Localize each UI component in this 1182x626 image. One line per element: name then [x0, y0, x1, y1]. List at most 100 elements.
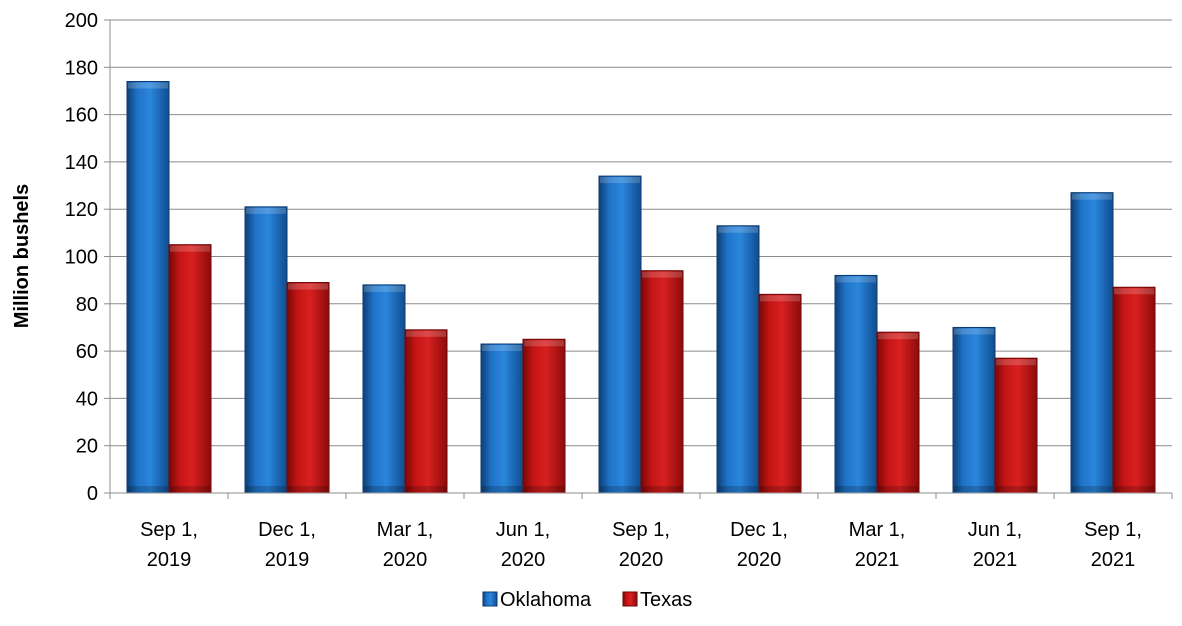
bar-texas — [522, 338, 566, 494]
bar-top-bevel — [128, 82, 168, 89]
bar-bottom-bevel — [1072, 486, 1112, 492]
legend-swatch — [622, 591, 638, 607]
bar — [758, 293, 802, 494]
x-tick-label: 2021 — [855, 549, 900, 571]
y-tick-label: 140 — [65, 152, 98, 174]
bar-oklahoma — [598, 175, 642, 494]
x-tick-label: 2020 — [383, 549, 428, 571]
bar — [126, 80, 170, 494]
bar — [522, 338, 566, 494]
legend-item-texas: Texas — [622, 589, 692, 611]
x-tick-label: 2020 — [737, 549, 782, 571]
bar-oklahoma — [716, 225, 760, 494]
bar-top-bevel — [836, 276, 876, 283]
x-tick-label: Jun 1, — [496, 519, 550, 541]
bar-top-bevel — [364, 285, 404, 292]
bar-bottom-bevel — [996, 486, 1036, 492]
bar — [286, 282, 330, 494]
x-tick-label: Mar 1, — [377, 519, 434, 541]
bar-oklahoma — [480, 343, 524, 494]
y-tick-label: 200 — [65, 10, 98, 32]
y-tick-label: 0 — [87, 483, 98, 505]
bar-bottom-bevel — [642, 486, 682, 492]
x-tick-label: Dec 1, — [258, 519, 316, 541]
y-tick-label: 120 — [65, 199, 98, 221]
bar-bottom-bevel — [128, 486, 168, 492]
y-axis-title: Million bushels — [11, 184, 33, 328]
x-tick-label: 2019 — [147, 549, 192, 571]
legend: Oklahoma Texas — [482, 589, 692, 611]
bar-bottom-bevel — [364, 486, 404, 492]
bar-bottom-bevel — [878, 486, 918, 492]
bar-texas — [876, 331, 920, 494]
y-tick-label: 60 — [76, 341, 98, 363]
bar-bottom-bevel — [524, 486, 564, 492]
bar-top-bevel — [954, 328, 994, 335]
x-tick-label: Dec 1, — [730, 519, 788, 541]
legend-label: Oklahoma — [500, 589, 592, 611]
y-tick-label: 20 — [76, 436, 98, 458]
bar-oklahoma — [362, 284, 406, 494]
bar — [244, 206, 288, 494]
y-tick-label: 160 — [65, 105, 98, 127]
bar-bottom-bevel — [718, 486, 758, 492]
y-tick-label: 180 — [65, 57, 98, 79]
bar-bottom-bevel — [406, 486, 446, 492]
bar-oklahoma — [126, 80, 170, 494]
bar-top-bevel — [246, 207, 286, 214]
bar-bottom-bevel — [246, 486, 286, 492]
bar — [168, 244, 212, 494]
bars — [126, 80, 1156, 494]
bar — [1112, 286, 1156, 494]
bar-top-bevel — [718, 226, 758, 233]
bar — [404, 329, 448, 494]
bar — [362, 284, 406, 494]
bar-top-bevel — [878, 333, 918, 340]
x-tick-label: Sep 1, — [140, 519, 198, 541]
bar-top-bevel — [1072, 193, 1112, 200]
x-tick-label: 2020 — [619, 549, 664, 571]
bar — [834, 274, 878, 494]
bar — [716, 225, 760, 494]
bar-texas — [1112, 286, 1156, 494]
bar — [640, 270, 684, 494]
bar-top-bevel — [482, 345, 522, 352]
bar-oklahoma — [834, 274, 878, 494]
bar-bottom-bevel — [600, 486, 640, 492]
bar-bottom-bevel — [760, 486, 800, 492]
bar-oklahoma — [1070, 192, 1114, 494]
bar-bottom-bevel — [482, 486, 522, 492]
x-tick-label: Mar 1, — [849, 519, 906, 541]
bar-texas — [168, 244, 212, 494]
x-tick-label: 2021 — [973, 549, 1018, 571]
bar-top-bevel — [288, 283, 328, 290]
x-tick-label: 2020 — [501, 549, 546, 571]
bar-top-bevel — [406, 330, 446, 337]
bar-top-bevel — [1114, 288, 1154, 295]
legend-swatch — [482, 591, 498, 607]
bar-texas — [404, 329, 448, 494]
x-tick-label: 2021 — [1091, 549, 1136, 571]
y-tick-label: 40 — [76, 388, 98, 410]
bar-bottom-bevel — [836, 486, 876, 492]
bar-bottom-bevel — [288, 486, 328, 492]
legend-item-oklahoma: Oklahoma — [482, 589, 592, 611]
x-tick-label: Jun 1, — [968, 519, 1022, 541]
bar-top-bevel — [642, 271, 682, 278]
bar — [952, 326, 996, 494]
bar-texas — [758, 293, 802, 494]
axes: 0 20 40 60 80 100 120 140 160 180 200 Sep 1, 2019 Dec… — [65, 10, 1173, 571]
x-tick-label: Sep 1, — [1084, 519, 1142, 541]
bar-top-bevel — [524, 340, 564, 347]
y-tick-label: 80 — [76, 294, 98, 316]
bar — [876, 331, 920, 494]
legend-label: Texas — [640, 589, 692, 611]
bar — [1070, 192, 1114, 494]
bar-top-bevel — [170, 245, 210, 252]
bar-top-bevel — [996, 359, 1036, 366]
bar-top-bevel — [760, 295, 800, 302]
bar-texas — [640, 270, 684, 494]
bar-bottom-bevel — [1114, 486, 1154, 492]
